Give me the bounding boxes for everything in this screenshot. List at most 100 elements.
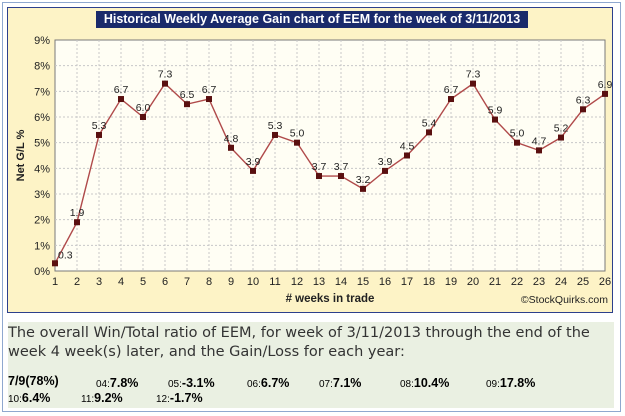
year-value: 9.2% — [94, 391, 123, 405]
x-tick-label: 5 — [140, 276, 146, 288]
y-tick-label: 2% — [34, 215, 50, 227]
year-label: 06: — [247, 379, 261, 390]
data-point — [470, 80, 476, 87]
x-tick-label: 4 — [118, 276, 124, 288]
y-axis-label: Net G/L % — [15, 129, 27, 181]
year-label: 07: — [319, 379, 333, 390]
chart-panel: Historical Weekly Average Gain chart of … — [7, 7, 613, 313]
y-tick-label: 1% — [34, 240, 50, 252]
y-tick-label: 5% — [34, 138, 50, 150]
data-point — [426, 129, 432, 136]
data-point — [162, 80, 168, 87]
data-label: 4.5 — [400, 141, 415, 153]
data-point — [272, 131, 278, 138]
x-tick-label: 13 — [313, 276, 325, 288]
data-point — [492, 116, 498, 123]
x-tick-label: 7 — [184, 276, 190, 288]
x-tick-label: 1 — [52, 276, 58, 288]
y-tick-label: 0% — [34, 266, 50, 278]
x-tick-label: 2 — [74, 276, 80, 288]
data-label: 6.5 — [180, 89, 195, 101]
x-tick-label: 14 — [335, 276, 347, 288]
data-point — [228, 144, 234, 151]
data-label: 6.7 — [202, 84, 217, 96]
x-tick-label: 25 — [577, 276, 589, 288]
x-tick-label: 11 — [269, 276, 280, 288]
data-label: 3.7 — [312, 161, 327, 173]
data-label: 3.9 — [246, 156, 261, 168]
data-label: 7.3 — [158, 69, 173, 81]
x-tick-label: 17 — [401, 276, 413, 288]
data-label: 6.9 — [598, 79, 613, 91]
year-label: 10: — [8, 394, 22, 405]
data-label: 5.3 — [268, 120, 283, 132]
x-tick-label: 21 — [489, 276, 501, 288]
year-stat: 10:6.4% — [8, 389, 50, 407]
data-label: 5.9 — [488, 105, 503, 117]
data-label: 3.2 — [356, 174, 371, 186]
data-label: 5.0 — [510, 128, 525, 140]
x-tick-label: 12 — [291, 276, 303, 288]
year-value: 10.4% — [413, 376, 450, 390]
x-tick-label: 6 — [162, 276, 168, 288]
summary-panel: The overall Win/Total ratio of EEM, for … — [8, 322, 614, 408]
data-label: 5.3 — [92, 120, 107, 132]
data-point — [448, 96, 454, 103]
y-tick-label: 6% — [34, 112, 50, 124]
line-chart: 0%1%2%3%4%5%6%7%8%9%1 2 3 4 5 6 7 8 9 10 11 12 13 14 1… — [15, 35, 613, 306]
year-label: 09: — [486, 379, 500, 390]
y-tick-label: 4% — [34, 163, 50, 175]
x-tick-label: 23 — [533, 276, 545, 288]
year-value: -3.1% — [181, 376, 215, 390]
data-label: 6.7 — [444, 84, 459, 96]
data-point — [536, 147, 542, 154]
data-label: 4.7 — [532, 135, 547, 147]
year-value: 17.8% — [499, 376, 536, 390]
x-tick-label: 18 — [423, 276, 435, 288]
data-label: 7.3 — [466, 69, 481, 81]
y-tick-label: 3% — [34, 189, 50, 201]
data-point — [250, 167, 256, 174]
data-point — [184, 101, 190, 108]
year-label: 11: — [81, 394, 95, 405]
series-line — [54, 82, 606, 264]
data-point — [558, 134, 564, 141]
data-label: 5.2 — [554, 123, 569, 135]
year-value: 6.7% — [260, 376, 290, 390]
year-stat: 11:9.2% — [81, 389, 123, 407]
data-point — [52, 260, 58, 267]
year-label: 05: — [168, 379, 182, 390]
data-point — [602, 90, 608, 97]
x-tick-label: 8 — [206, 276, 212, 288]
x-tick-label: 19 — [445, 276, 457, 288]
x-tick-label: 16 — [379, 276, 391, 288]
year-stat: 09:17.8% — [486, 374, 535, 392]
data-label: 0.3 — [58, 249, 73, 261]
x-tick-label: 20 — [467, 276, 479, 288]
x-axis-label: # weeks in trade — [286, 293, 375, 305]
data-point — [514, 139, 520, 146]
data-point — [118, 96, 124, 103]
x-tick-label: 26 — [599, 276, 611, 288]
year-stat: 12:-1.7% — [156, 389, 203, 407]
data-label: 5.4 — [422, 117, 437, 129]
x-tick-label: 9 — [228, 276, 234, 288]
year-value: 7.8% — [109, 376, 139, 390]
year-stat: 04:7.8% — [96, 374, 138, 392]
year-stat: 05:-3.1% — [168, 374, 215, 392]
y-tick-label: 7% — [34, 86, 50, 98]
data-point — [74, 219, 80, 226]
data-point — [338, 173, 344, 180]
data-point — [294, 139, 300, 146]
chart-title: Historical Weekly Average Gain chart of … — [96, 11, 528, 28]
year-stat: 07:7.1% — [319, 374, 361, 392]
x-tick-label: 15 — [357, 276, 369, 288]
data-label: 3.7 — [334, 161, 349, 173]
y-tick-label: 9% — [34, 35, 50, 47]
data-point — [382, 167, 388, 174]
year-value: -1.7% — [169, 391, 203, 405]
data-label: 5.0 — [290, 128, 305, 140]
year-label: 08: — [400, 379, 414, 390]
data-point — [96, 131, 102, 138]
data-label: 6.3 — [576, 94, 591, 106]
